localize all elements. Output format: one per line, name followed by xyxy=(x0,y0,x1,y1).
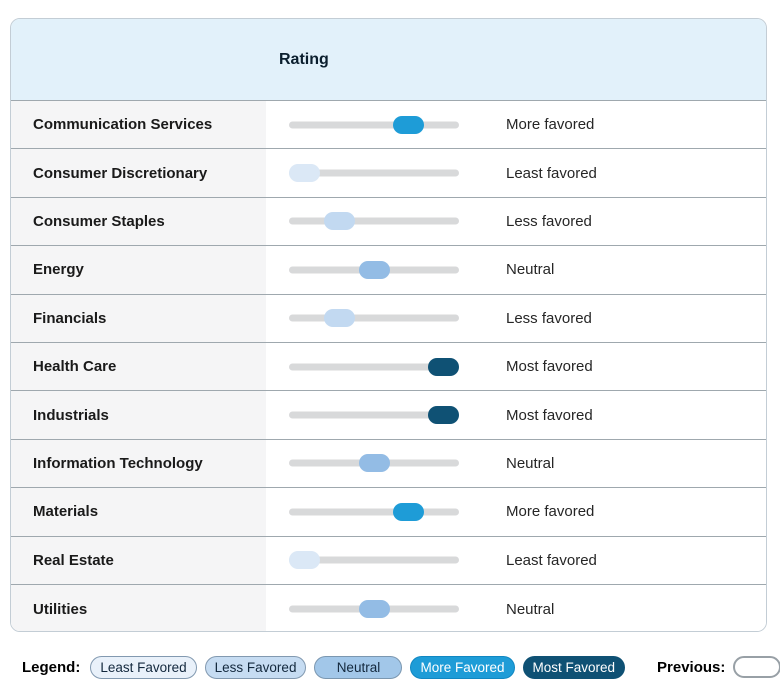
table-row: Energy Neutral xyxy=(11,246,766,295)
slider-track xyxy=(289,217,459,225)
rating-column-header: Rating xyxy=(279,50,329,68)
rating-slider xyxy=(266,101,506,148)
slider-track xyxy=(289,169,459,177)
rating-slider xyxy=(266,585,506,631)
previous-label: Previous: xyxy=(657,658,726,676)
legend-pill-neutral: Neutral xyxy=(314,656,403,679)
rating-slider xyxy=(266,343,506,390)
legend-pill-more-favored: More Favored xyxy=(410,656,515,679)
table-row: Information Technology Neutral xyxy=(11,439,766,489)
table-row: Materials More favored xyxy=(11,488,766,537)
legend-bar: Legend: Least Favored Less Favored Neutr… xyxy=(22,656,780,679)
rating-slider xyxy=(266,440,506,487)
sector-name: Consumer Discretionary xyxy=(11,149,266,197)
sector-name: Utilities xyxy=(11,584,266,631)
sector-name: Consumer Staples xyxy=(11,197,266,246)
sector-name: Financials xyxy=(11,294,266,342)
table-header: Rating xyxy=(11,19,766,101)
slider-thumb xyxy=(428,406,459,425)
rating-slider xyxy=(266,488,506,535)
slider-thumb xyxy=(289,164,320,183)
table-row: Real Estate Least favored xyxy=(11,536,766,585)
slider-thumb xyxy=(289,551,320,570)
sector-name: Information Technology xyxy=(11,439,266,488)
rating-slider xyxy=(266,295,506,342)
slider-thumb xyxy=(323,212,355,231)
legend-pill-least-favored: Least Favored xyxy=(90,656,197,679)
rating-label: Most favored xyxy=(506,358,593,376)
slider-thumb xyxy=(428,357,459,376)
sector-rating-table: Rating Communication Services More favor… xyxy=(10,18,767,632)
sector-name: Real Estate xyxy=(11,536,266,584)
slider-thumb xyxy=(358,600,390,619)
sector-name: Industrials xyxy=(11,391,266,439)
table-row: Utilities Neutral xyxy=(11,584,766,631)
previous-indicator: Previous: xyxy=(657,656,780,679)
slider-track xyxy=(289,363,459,371)
rating-label: Neutral xyxy=(506,600,555,618)
rating-label: Least favored xyxy=(506,551,597,569)
slider-thumb xyxy=(358,454,390,473)
slider-track xyxy=(289,314,459,322)
slider-thumb xyxy=(358,260,390,279)
rating-label: More favored xyxy=(506,116,595,134)
table-row: Communication Services More favored xyxy=(11,101,766,150)
sector-name: Materials xyxy=(11,488,266,536)
legend-pill-most-favored: Most Favored xyxy=(522,656,626,679)
rating-label: Less favored xyxy=(506,309,592,327)
rating-slider xyxy=(266,391,506,438)
rating-label: Most favored xyxy=(506,406,593,424)
sector-name: Communication Services xyxy=(11,101,266,149)
rating-label: Least favored xyxy=(506,164,597,182)
table-row: Industrials Most favored xyxy=(11,391,766,440)
slider-thumb xyxy=(323,309,355,328)
slider-thumb xyxy=(393,502,425,521)
slider-track xyxy=(289,556,459,564)
previous-empty-pill xyxy=(733,656,780,679)
table-row: Financials Less favored xyxy=(11,294,766,343)
rating-slider xyxy=(266,246,506,293)
slider-track xyxy=(289,121,459,129)
rating-label: More favored xyxy=(506,503,595,521)
legend-title: Legend: xyxy=(22,658,81,676)
table-row: Consumer Staples Less favored xyxy=(11,197,766,247)
rating-label: Neutral xyxy=(506,261,555,279)
rating-slider xyxy=(266,149,506,196)
slider-track xyxy=(289,508,459,516)
rating-label: Less favored xyxy=(506,212,592,230)
slider-track xyxy=(289,411,459,419)
rating-slider xyxy=(266,537,506,584)
table-row: Consumer Discretionary Least favored xyxy=(11,149,766,198)
slider-thumb xyxy=(393,115,425,134)
rating-slider xyxy=(266,198,506,245)
legend-pill-less-favored: Less Favored xyxy=(204,656,307,679)
sector-name: Health Care xyxy=(11,342,266,391)
rating-label: Neutral xyxy=(506,454,555,472)
table-row: Health Care Most favored xyxy=(11,342,766,392)
sector-name: Energy xyxy=(11,246,266,294)
